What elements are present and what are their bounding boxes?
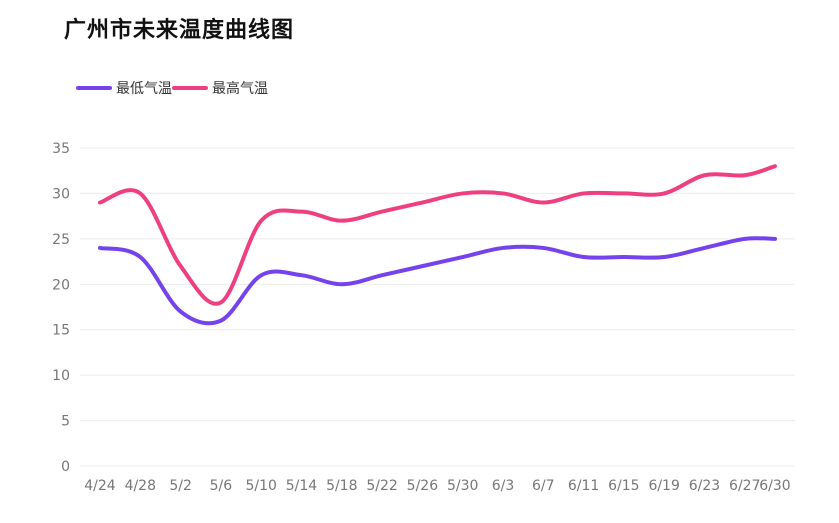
- x-tick-label: 6/11: [568, 478, 599, 494]
- x-tick-label: 5/22: [366, 478, 397, 494]
- x-tick-label: 4/24: [84, 478, 116, 494]
- legend: 最低气温 最高气温: [76, 78, 268, 98]
- x-tick-label: 5/10: [245, 478, 276, 494]
- x-axis-ticks: 4/24 4/28 5/2 5/6 5/10 5/14 5/18 5/22 5/26 5/30 6/…: [84, 478, 790, 494]
- y-tick-label: 5: [61, 414, 70, 430]
- x-tick-label: 6/15: [608, 478, 639, 494]
- legend-label-low: 最低气温: [116, 81, 172, 97]
- x-tick-label: 5/18: [326, 478, 357, 494]
- y-tick-label: 10: [52, 368, 70, 384]
- x-tick-label: 6/30: [759, 478, 790, 494]
- x-tick-label: 6/7: [532, 478, 555, 494]
- grid-lines: [80, 147, 795, 467]
- x-tick-label: 5/14: [286, 478, 318, 494]
- y-tick-label: 20: [52, 277, 70, 293]
- legend-label-high: 最高气温: [212, 81, 268, 97]
- legend-item-low[interactable]: 最低气温: [76, 78, 172, 98]
- x-tick-label: 6/19: [648, 478, 679, 494]
- series-line-high[interactable]: [98, 164, 777, 306]
- x-tick-label: 5/6: [210, 478, 233, 494]
- y-tick-label: 25: [52, 232, 70, 248]
- x-tick-label: 6/23: [689, 478, 720, 494]
- legend-swatch-high: [172, 86, 208, 90]
- chart-title: 广州市未来温度曲线图: [64, 18, 295, 43]
- y-tick-label: 15: [52, 323, 70, 339]
- series-lines: [98, 164, 777, 326]
- y-tick-label: 30: [52, 186, 70, 202]
- series-line-low[interactable]: [98, 236, 777, 326]
- legend-item-high[interactable]: 最高气温: [172, 78, 268, 98]
- legend-swatch-low: [76, 86, 112, 90]
- x-tick-label: 5/2: [169, 478, 192, 494]
- x-tick-label: 6/27: [729, 478, 760, 494]
- x-tick-label: 5/26: [407, 478, 439, 494]
- x-tick-label: 5/30: [447, 478, 478, 494]
- x-tick-label: 4/28: [125, 478, 156, 494]
- y-tick-label: 35: [52, 141, 70, 157]
- y-tick-label: 0: [61, 459, 70, 475]
- x-tick-label: 6/3: [492, 478, 515, 494]
- y-axis-ticks: 0 5 10 15 20 25 30 35: [52, 141, 70, 475]
